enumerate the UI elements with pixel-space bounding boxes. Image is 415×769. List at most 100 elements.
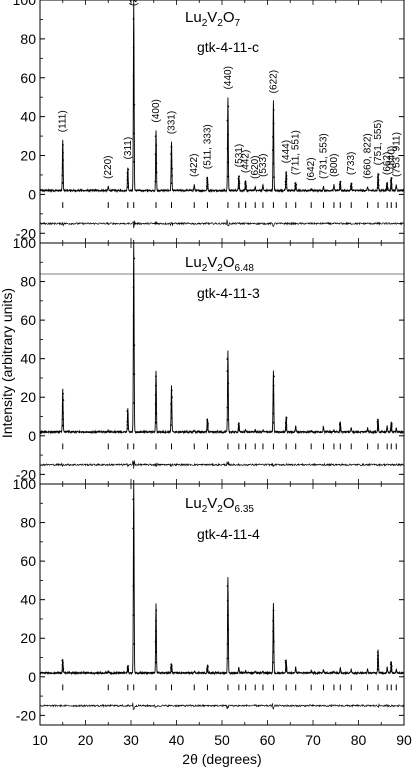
observed-point <box>285 186 287 189</box>
observed-point <box>132 527 135 530</box>
formula-label: Lu2V2O6.35 <box>185 495 254 515</box>
observed-point <box>389 179 392 182</box>
observed-point <box>206 665 209 667</box>
observed-point <box>285 667 288 670</box>
miller-index-label: (622) <box>268 70 279 93</box>
observed-point <box>237 423 240 426</box>
x-tick-label: 40 <box>169 732 185 748</box>
observed-point <box>171 167 173 170</box>
observed-point <box>390 185 393 188</box>
observed-point <box>377 181 380 184</box>
observed-point <box>132 75 135 78</box>
observed-point <box>272 109 275 111</box>
observed-point <box>126 427 129 430</box>
observed-point <box>170 424 172 426</box>
observed-point <box>155 630 157 633</box>
observed-point <box>272 384 275 387</box>
difference-curve <box>39 219 405 229</box>
y-tick-label: 0 <box>28 186 36 202</box>
observed-point <box>386 182 388 185</box>
miller-index-label: (422) <box>189 154 200 177</box>
observed-point <box>126 413 129 416</box>
difference-curve <box>39 702 405 711</box>
observed-point <box>390 666 393 669</box>
observed-point <box>206 183 209 186</box>
observed-point <box>127 182 129 185</box>
sample-label: gtk-4-11-4 <box>197 526 260 542</box>
observed-point <box>171 396 173 399</box>
y-tick-label: 100 <box>13 235 37 251</box>
miller-index-label: (111) <box>58 110 69 132</box>
y-tick-label: 40 <box>20 351 36 367</box>
observed-point <box>61 174 64 177</box>
observed-point <box>170 663 173 666</box>
miller-index-label: (662) <box>382 152 393 175</box>
observed-point <box>376 176 379 179</box>
observed-point <box>132 585 135 588</box>
observed-point <box>284 180 287 183</box>
observed-point <box>226 657 229 660</box>
observed-point <box>126 410 129 413</box>
observed-point <box>284 659 287 662</box>
observed-point <box>227 628 230 631</box>
observed-point <box>285 417 288 419</box>
observed-point <box>238 175 240 178</box>
observed-point <box>377 668 380 671</box>
observed-point <box>376 420 379 423</box>
panel-frame <box>39 242 405 485</box>
observed-point <box>154 135 157 138</box>
observed-point <box>154 394 157 396</box>
observed-point <box>227 161 230 164</box>
y-tick-label: -20 <box>16 707 36 723</box>
observed-point <box>133 103 136 106</box>
x-tick-label: 20 <box>78 732 94 748</box>
observed-point <box>170 145 173 148</box>
y-tick-label: 100 <box>13 476 37 492</box>
observed-point <box>376 429 379 431</box>
observed-point <box>133 402 136 404</box>
observed-points <box>61 498 393 673</box>
observed-point <box>389 663 392 666</box>
observed-point <box>244 180 247 183</box>
observed-point <box>206 426 209 429</box>
y-tick-label: 0 <box>28 428 36 444</box>
observed-point <box>170 666 172 669</box>
observed-point <box>390 183 393 186</box>
y-tick-label: 20 <box>20 148 36 164</box>
observed-point <box>390 661 392 664</box>
observed-point <box>271 149 274 152</box>
observed-point <box>126 172 129 174</box>
observed-point <box>237 187 240 190</box>
observed-point <box>272 412 275 415</box>
y-tick-label: -20 <box>16 225 36 241</box>
observed-point <box>154 403 157 406</box>
miller-index-label: (753, 911) <box>391 132 402 177</box>
observed-point <box>390 422 393 425</box>
observed-point <box>244 182 247 185</box>
miller-index-label: (220) <box>103 155 114 178</box>
observed-point <box>61 166 64 169</box>
x-tick-label: 50 <box>214 732 230 748</box>
y-tick-label: 60 <box>20 70 36 86</box>
observed-point <box>133 344 136 347</box>
observed-point <box>377 665 379 667</box>
observed-point <box>126 175 129 178</box>
observed-point <box>62 151 64 154</box>
observed-point <box>272 403 275 406</box>
observed-point <box>155 144 158 147</box>
observed-point <box>339 426 342 429</box>
miller-index-label: (331) <box>166 111 177 134</box>
observed-point <box>226 643 229 645</box>
observed-point <box>272 122 275 125</box>
observed-point <box>62 392 64 395</box>
observed-point <box>127 168 130 171</box>
observed-points <box>61 257 393 432</box>
observed-point <box>155 162 158 165</box>
observed-point <box>238 180 241 183</box>
miller-index-label: (222) <box>129 0 140 6</box>
observed-point <box>237 428 240 430</box>
y-tick-label: -20 <box>16 466 36 482</box>
observed-point <box>227 614 229 617</box>
observed-point <box>339 425 342 428</box>
observed-point <box>206 424 209 427</box>
